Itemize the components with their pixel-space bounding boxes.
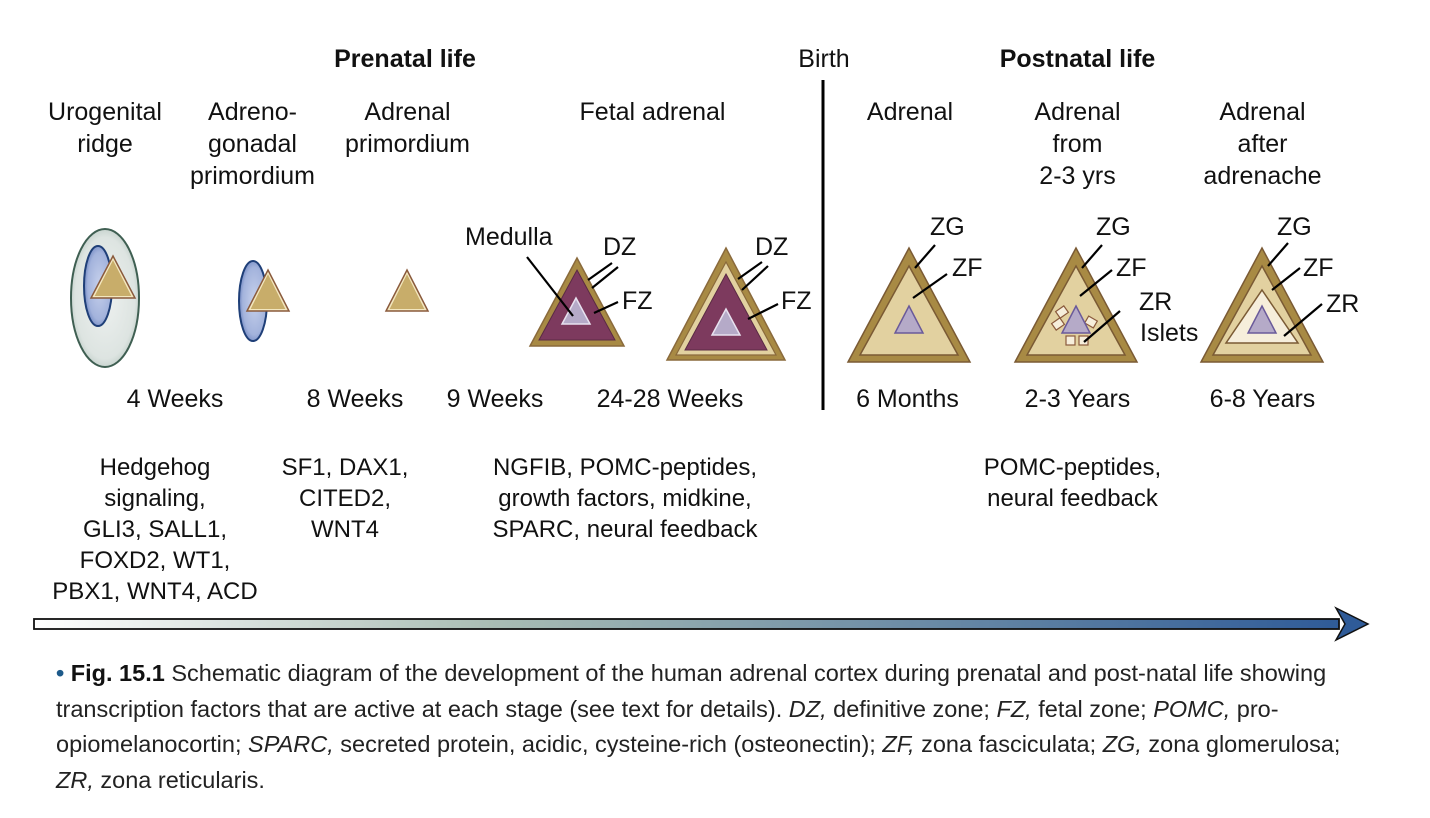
timeline-shaft xyxy=(33,618,1340,630)
dz-pointer xyxy=(737,261,763,280)
factors-4-weeks: Hedgehog signaling, GLI3, SALL1, FOXD2, … xyxy=(52,454,258,605)
label-zf-6-8yrs: ZF xyxy=(1303,254,1334,282)
zr-pointer xyxy=(1083,310,1121,343)
fetal-adrenal-24-28wk-illustration xyxy=(665,246,787,361)
prenatal-life-header: Prenatal life xyxy=(334,45,476,73)
medulla-core xyxy=(893,304,925,334)
abbr-term: SPARC, xyxy=(248,731,334,757)
abbr-term: POMC, xyxy=(1153,695,1231,722)
label-medulla: Medulla xyxy=(465,223,553,251)
stage-label-adrenal-6mo: Adrenal xyxy=(866,98,954,126)
triangle-outline xyxy=(384,268,430,312)
dz-pointer xyxy=(587,262,613,281)
age-6-8-years: 6-8 Years xyxy=(1209,385,1316,413)
stage-label-urogenital-ridge: Urogenital ridge xyxy=(48,98,162,158)
caption-bullet-icon: • xyxy=(56,660,65,686)
label-zr-2-3yrs: ZR xyxy=(1139,288,1173,316)
label-fz-9wk: FZ xyxy=(622,287,653,315)
abbr-def: pro-opiomelanocortin; xyxy=(56,695,1279,758)
adrenal-2-3-years-illustration xyxy=(1013,244,1139,363)
label-zf-6mo: ZF xyxy=(952,254,983,282)
factors-postnatal: POMC-peptides, neural feedback xyxy=(983,454,1162,512)
stage-label-fetal-adrenal: Fetal adrenal xyxy=(579,98,726,126)
zf-pointer xyxy=(1271,267,1301,291)
abbr-term: DZ, xyxy=(788,695,827,722)
postnatal-life-header: Postnatal life xyxy=(999,45,1156,73)
fetal-adrenal-9wk-illustration xyxy=(526,256,626,347)
adrenal-6-8-years-illustration xyxy=(1199,242,1325,363)
zg-pointer xyxy=(914,244,936,269)
abbr-term: FZ, xyxy=(996,695,1032,722)
abbr-term: ZF, xyxy=(882,731,915,757)
stage-label-adrenal-after-adrenache: Adrenal after adrenache xyxy=(1203,98,1322,190)
abbr-def: fetal zone; xyxy=(1031,695,1154,722)
abbr-def: definitive zone; xyxy=(826,695,997,722)
factors-fetal-adrenal: NGFIB, POMC-peptides, growth factors, mi… xyxy=(492,454,758,543)
adrenal-primordium-illustration xyxy=(384,268,430,312)
stage-label-adrenal-2-3yrs: Adrenal from 2-3 yrs xyxy=(1034,98,1121,190)
medulla-pointer xyxy=(526,256,574,317)
abbr-term: ZG, xyxy=(1102,731,1142,757)
age-2-3-years: 2-3 Years xyxy=(1024,385,1131,413)
birth-label: Birth xyxy=(798,45,850,73)
adrenal-6-months-illustration xyxy=(846,244,972,363)
abbr-def: secreted protein, acidic, cysteine-rich … xyxy=(333,731,883,757)
zg-pointer xyxy=(1267,242,1289,267)
medulla-core xyxy=(710,307,742,336)
zf-pointer xyxy=(1079,269,1113,297)
urogenital-ridge-illustration xyxy=(70,228,140,368)
label-zr-6-8yrs: ZR xyxy=(1326,290,1360,318)
age-24-28-weeks: 24-28 Weeks xyxy=(596,385,744,413)
age-9-weeks: 9 Weeks xyxy=(446,385,544,413)
zf-pointer xyxy=(912,273,948,299)
caption-text: Schematic diagram of the development of … xyxy=(56,660,1327,722)
fz-pointer xyxy=(747,303,779,320)
label-zg-6-8yrs: ZG xyxy=(1277,213,1312,241)
age-6-months: 6 Months xyxy=(856,385,959,413)
label-dz-24wk: DZ xyxy=(755,233,789,261)
label-zg-6mo: ZG xyxy=(930,213,965,241)
triangle-outline xyxy=(89,254,137,299)
figure-caption: • Fig. 15.1 Schematic diagram of the dev… xyxy=(56,656,1376,798)
zg-pointer xyxy=(1081,244,1103,269)
figure-number: Fig. 15.1 xyxy=(70,660,165,686)
label-fz-24wk: FZ xyxy=(781,287,812,315)
adrenal-primordium-triangle xyxy=(91,255,135,298)
age-4-weeks: 4 Weeks xyxy=(126,385,224,413)
medulla-core xyxy=(1246,304,1278,334)
factors-8-weeks: SF1, DAX1, CITED2, WNT4 xyxy=(281,454,409,543)
zr-pointer xyxy=(1283,303,1323,337)
abbr-def: zona reticularis. xyxy=(93,766,265,793)
triangle-outline xyxy=(245,268,291,312)
adrenal-primordium-triangle xyxy=(386,269,428,311)
age-8-weeks: 8 Weeks xyxy=(306,385,404,413)
timeline-arrowhead xyxy=(1334,606,1370,642)
zr-islets xyxy=(1050,305,1099,346)
abbr-term: ZR, xyxy=(56,766,94,793)
abbr-def: zona fasciculata; xyxy=(914,731,1103,757)
adrenogonadal-primordium-illustration xyxy=(238,260,291,342)
label-zg-2-3yrs: ZG xyxy=(1096,213,1131,241)
medulla-core xyxy=(1060,304,1092,334)
label-zf-2-3yrs: ZF xyxy=(1116,254,1147,282)
label-islets: Islets xyxy=(1140,319,1199,347)
stage-label-adrenal-primordium: Adrenal primordium xyxy=(344,98,471,158)
label-dz-9wk: DZ xyxy=(603,233,637,261)
fz-pointer xyxy=(593,301,619,314)
timeline-arrow xyxy=(33,606,1370,642)
abbr-def: zona glomerulosa; xyxy=(1141,731,1341,757)
stage-label-adrenogonadal-primordium: Adreno- gonadal primordium xyxy=(189,98,316,190)
dz-pointer xyxy=(591,266,619,289)
adrenal-primordium-triangle xyxy=(247,269,289,311)
dz-pointer xyxy=(741,265,769,291)
